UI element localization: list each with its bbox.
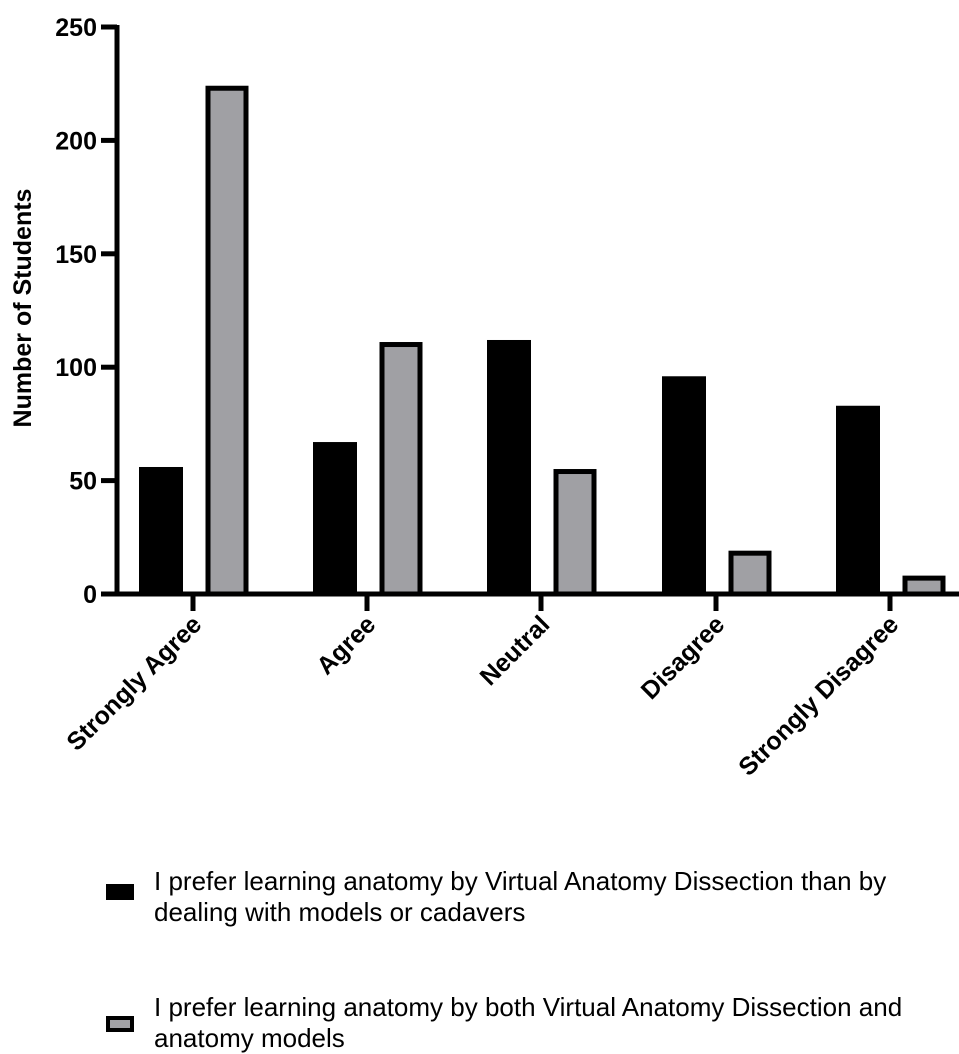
bar-series1-agree (313, 442, 357, 594)
bar-series1-neutral (487, 339, 531, 594)
bar-series2-disagree (728, 550, 772, 597)
legend-swatch-series-1 (106, 884, 134, 900)
bars-group (139, 85, 946, 597)
y-tick-label-250: 250 (55, 14, 97, 42)
y-tick-label-100: 100 (55, 354, 97, 382)
x-ticks-group: Strongly Agree Agree Neutral Disagree Strong… (61, 594, 904, 782)
y-ticks-group: 0 50 100 150 200 250 (55, 14, 117, 609)
bar-series1-disagree (662, 376, 706, 594)
axes-group (114, 25, 959, 597)
x-tick-label-agree: Agree (311, 610, 381, 680)
x-tick-label-strongly-disagree: Strongly Disagree (733, 610, 904, 781)
legend-swatch-series-2 (106, 1016, 134, 1032)
y-tick-label-50: 50 (69, 468, 97, 496)
x-tick-label-strongly-agree: Strongly Agree (61, 610, 207, 756)
bar-series2-strongly-agree (205, 85, 249, 597)
bar-series1-strongly-agree (139, 466, 183, 594)
y-axis-title: Number of Students (9, 189, 37, 428)
bar-chart: 0 50 100 150 200 250 Strongly Agree Agree Neutr… (9, 14, 959, 782)
bar-series2-neutral (553, 469, 597, 597)
bar-series1-strongly-disagree (836, 405, 880, 594)
y-tick-label-150: 150 (55, 241, 97, 269)
x-tick-label-disagree: Disagree (636, 610, 731, 705)
legend-label-series-1: I prefer learning anatomy by Virtual Ana… (154, 866, 887, 927)
x-tick-label-neutral: Neutral (475, 610, 556, 691)
y-tick-label-0: 0 (83, 581, 97, 609)
y-tick-label-200: 200 (55, 127, 97, 155)
legend-label-series-2: I prefer learning anatomy by both Virtua… (154, 992, 903, 1053)
bar-series2-agree (379, 342, 423, 597)
